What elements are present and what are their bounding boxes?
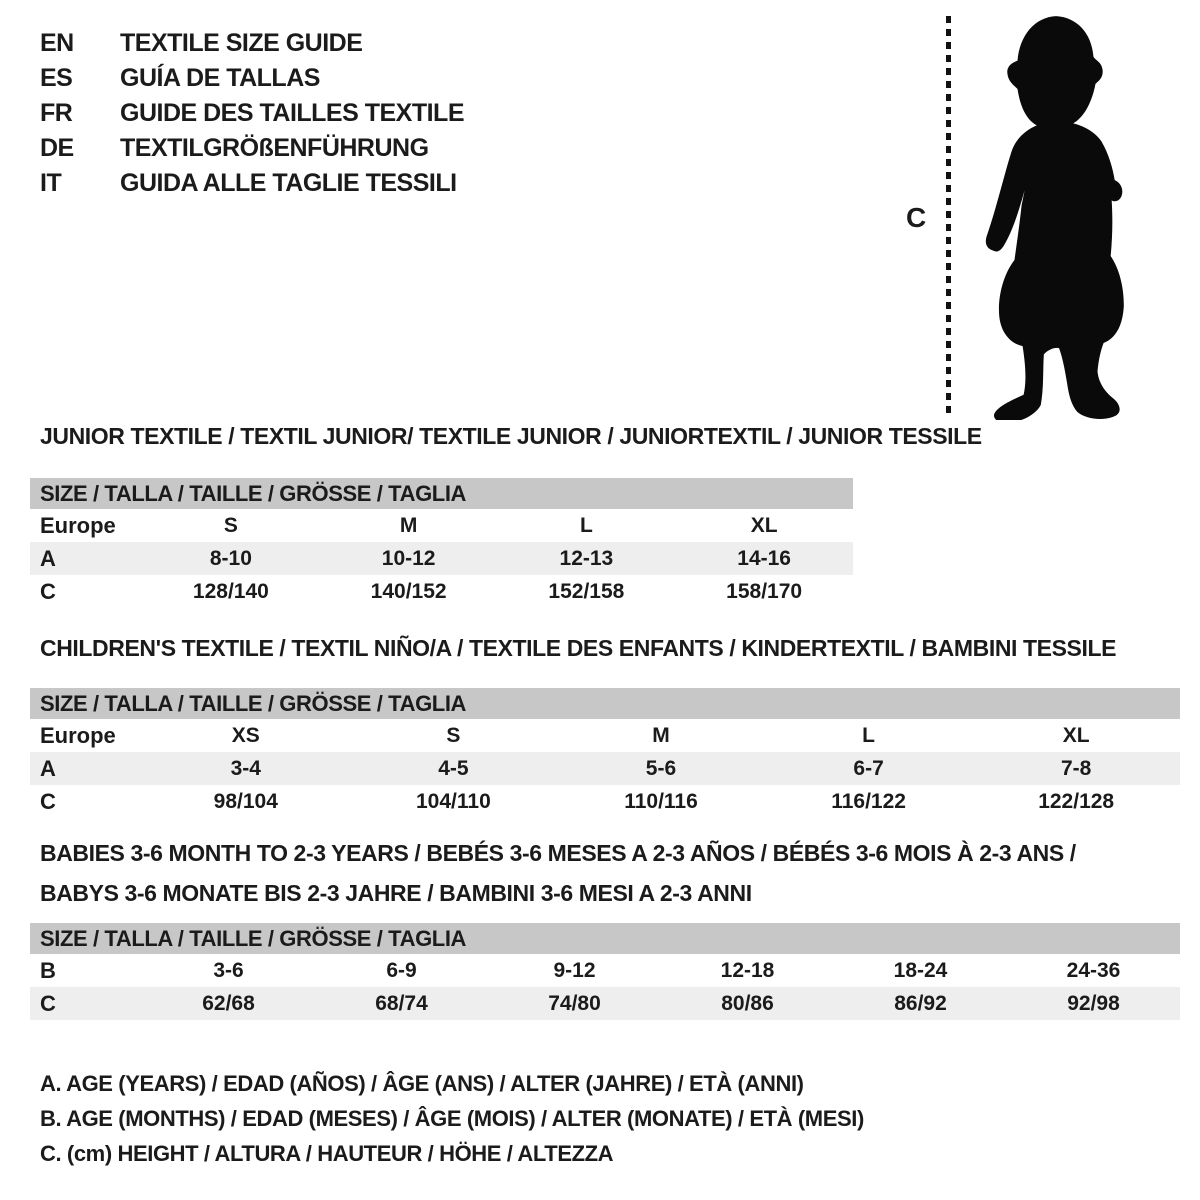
row-value: S — [223, 514, 238, 537]
row-value: 122/128 — [1038, 790, 1115, 813]
row-value: 62/68 — [202, 992, 255, 1015]
language-code: DE — [40, 134, 74, 162]
language-row: EN TEXTILE SIZE GUIDE — [40, 26, 464, 61]
row-value: S — [446, 724, 461, 747]
row-value: M — [399, 514, 418, 537]
row-value: 158/170 — [726, 580, 803, 603]
row-value: 9-12 — [553, 959, 596, 982]
row-value: 152/158 — [548, 580, 625, 603]
section-title-junior: JUNIOR TEXTILE / TEXTIL JUNIOR/ TEXTILE … — [40, 416, 982, 456]
table-row: B 3-6 6-9 9-12 12-18 18-24 24-36 — [30, 954, 1180, 987]
section-title-line: BABYS 3-6 MONATE BIS 2-3 JAHRE / BAMBINI… — [40, 880, 752, 906]
language-code: IT — [40, 169, 62, 197]
row-value: 18-24 — [893, 959, 948, 982]
language-row: DE TEXTILGRÖßENFÜHRUNG — [40, 131, 464, 166]
section-title-line: CHILDREN'S TEXTILE / TEXTIL NIÑO/A / TEX… — [40, 635, 1117, 661]
row-value: 92/98 — [1067, 992, 1120, 1015]
row-label: C — [40, 579, 56, 604]
row-value: 80/86 — [721, 992, 774, 1015]
table-header: SIZE / TALLA / TAILLE / GRÖSSE / TAGLIA — [30, 688, 1180, 719]
table-row: Europe XS S M L XL — [30, 719, 1180, 752]
row-value: 10-12 — [381, 547, 436, 570]
row-label: C — [40, 789, 56, 814]
language-title: TEXTILE SIZE GUIDE — [120, 29, 363, 57]
height-measure-label: C — [906, 202, 927, 233]
row-label: A — [40, 756, 56, 781]
table-row: A 8-10 10-12 12-13 14-16 — [30, 542, 853, 575]
language-title: GUÍA DE TALLAS — [120, 64, 320, 92]
row-label: B — [40, 958, 56, 983]
table-header: SIZE / TALLA / TAILLE / GRÖSSE / TAGLIA — [30, 478, 853, 509]
row-value: 116/122 — [831, 790, 906, 813]
row-label: C — [40, 991, 56, 1016]
row-value: L — [579, 514, 593, 537]
language-row: IT GUIDA ALLE TAGLIE TESSILI — [40, 166, 464, 201]
row-value: 140/152 — [370, 580, 447, 603]
table-row: C 128/140 140/152 152/158 158/170 — [30, 575, 853, 608]
language-title-list: EN TEXTILE SIZE GUIDE ES GUÍA DE TALLAS FR GU… — [40, 26, 465, 201]
row-value: 12-18 — [720, 959, 775, 982]
legend-line: B. AGE (MONTHS) / EDAD (MESES) / ÂGE (MO… — [40, 1106, 864, 1131]
language-title: GUIDA ALLE TAGLIE TESSILI — [120, 169, 457, 197]
language-title: GUIDE DES TAILLES TEXTILE — [120, 99, 465, 127]
children-size-table: SIZE / TALLA / TAILLE / GRÖSSE / TAGLIA E… — [30, 688, 1180, 818]
row-value: 110/116 — [624, 790, 698, 813]
section-title-line: JUNIOR TEXTILE / TEXTIL JUNIOR/ TEXTILE … — [40, 423, 982, 449]
row-value: 98/104 — [213, 790, 278, 813]
table-row: Europe S M L XL — [30, 509, 853, 542]
table-row: C 98/104 104/110 110/116 116/122 122/128 — [30, 785, 1180, 818]
row-value: 86/92 — [894, 992, 947, 1015]
row-value: 74/80 — [548, 992, 601, 1015]
table-header: SIZE / TALLA / TAILLE / GRÖSSE / TAGLIA — [30, 923, 1180, 954]
section-title-babies: BABIES 3-6 MONTH TO 2-3 YEARS / BEBÉS 3-… — [40, 833, 1076, 913]
row-value: M — [652, 724, 670, 747]
row-value: 5-6 — [645, 757, 677, 780]
table-row: A 3-4 4-5 5-6 6-7 7-8 — [30, 752, 1180, 785]
row-value: 6-9 — [386, 959, 417, 982]
row-label: Europe — [40, 513, 116, 538]
row-value: XL — [1062, 724, 1090, 747]
row-label: Europe — [40, 723, 116, 748]
language-code: ES — [40, 64, 73, 92]
row-value: XS — [231, 724, 260, 747]
row-value: 8-10 — [209, 547, 252, 570]
measurement-legend: A. AGE (YEARS) / EDAD (AÑOS) / ÂGE (ANS)… — [40, 1066, 864, 1171]
language-row: ES GUÍA DE TALLAS — [40, 61, 464, 96]
babies-size-table: SIZE / TALLA / TAILLE / GRÖSSE / TAGLIA B… — [30, 923, 1180, 1020]
legend-line: C. (cm) HEIGHT / ALTURA / HAUTEUR / HÖHE… — [40, 1141, 614, 1166]
row-value: 24-36 — [1066, 959, 1121, 982]
row-value: 128/140 — [192, 580, 269, 603]
row-value: 3-4 — [230, 757, 261, 780]
legend-line: A. AGE (YEARS) / EDAD (AÑOS) / ÂGE (ANS)… — [40, 1071, 804, 1096]
row-value: XL — [750, 514, 778, 537]
toddler-silhouette-image — [985, 16, 1124, 420]
row-value: 12-13 — [559, 547, 614, 570]
row-value: 68/74 — [375, 992, 428, 1015]
row-value: 14-16 — [737, 547, 791, 570]
language-code: FR — [40, 99, 73, 127]
row-value: 104/110 — [416, 790, 491, 813]
row-value: 6-7 — [853, 757, 884, 780]
language-title: TEXTILGRÖßENFÜHRUNG — [120, 134, 429, 162]
row-label: A — [40, 546, 56, 571]
height-measure-dashed-line — [946, 16, 951, 416]
row-value: 3-6 — [213, 959, 244, 982]
language-code: EN — [40, 29, 74, 57]
section-title-line: BABIES 3-6 MONTH TO 2-3 YEARS / BEBÉS 3-… — [40, 840, 1076, 866]
junior-size-table: SIZE / TALLA / TAILLE / GRÖSSE / TAGLIA E… — [30, 478, 853, 608]
row-value: 7-8 — [1060, 757, 1092, 780]
table-row: C 62/68 68/74 74/80 80/86 86/92 92/98 — [30, 987, 1180, 1020]
row-value: 4-5 — [438, 757, 469, 780]
row-value: L — [862, 724, 875, 747]
language-row: FR GUIDE DES TAILLES TEXTILE — [40, 96, 465, 131]
section-title-children: CHILDREN'S TEXTILE / TEXTIL NIÑO/A / TEX… — [40, 628, 1116, 668]
